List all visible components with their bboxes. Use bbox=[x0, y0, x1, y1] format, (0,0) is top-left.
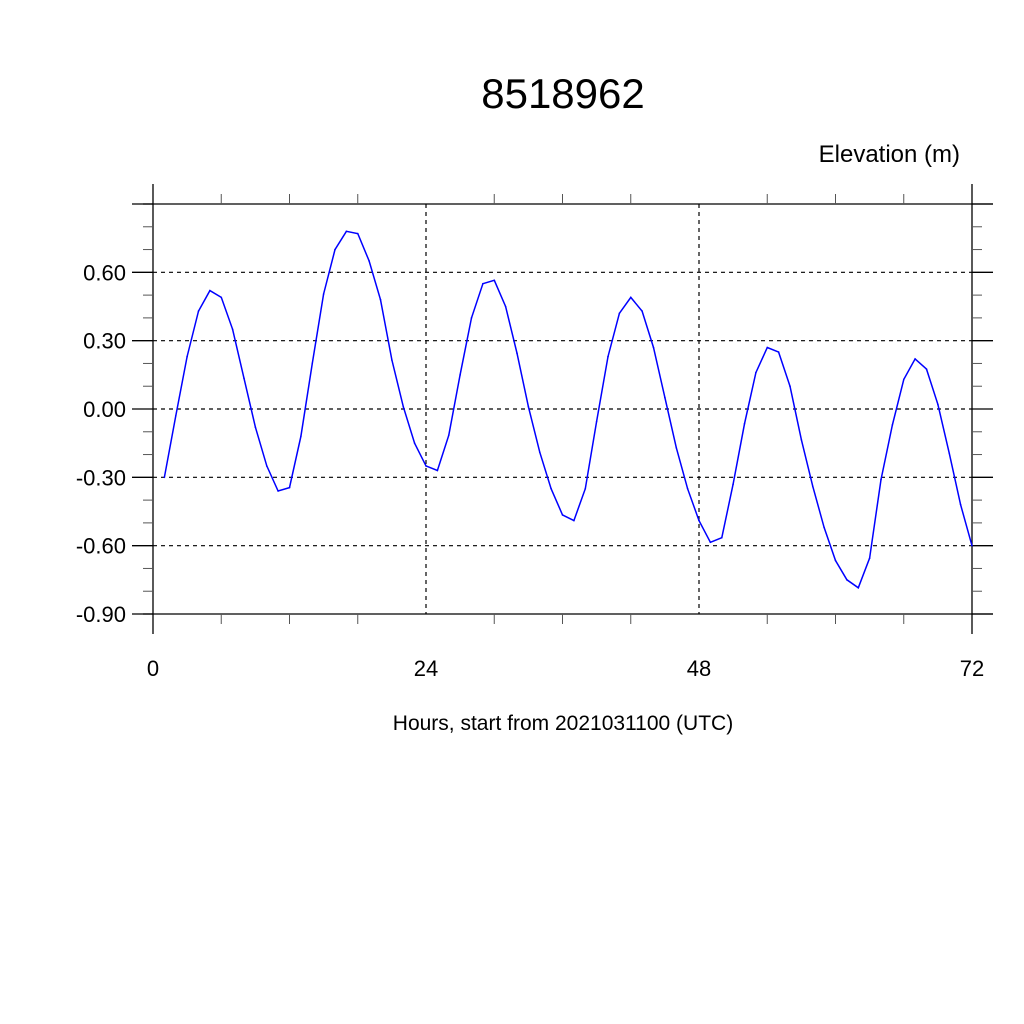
x-tick-label: 24 bbox=[414, 656, 438, 681]
data-point bbox=[902, 378, 905, 381]
data-point bbox=[402, 405, 405, 408]
data-point bbox=[470, 317, 473, 319]
y-tick-label: -0.90 bbox=[76, 602, 126, 627]
data-point bbox=[664, 396, 666, 399]
data-point bbox=[447, 434, 450, 436]
data-point bbox=[550, 487, 552, 490]
data-point bbox=[618, 312, 621, 315]
data-point bbox=[720, 536, 723, 539]
chart-subtitle: Elevation (m) bbox=[819, 141, 960, 168]
data-point bbox=[345, 230, 348, 233]
chart-title: 8518962 bbox=[481, 70, 645, 117]
data-point bbox=[686, 487, 689, 490]
data-point bbox=[629, 296, 632, 299]
y-tick-label: 0.30 bbox=[83, 329, 126, 354]
data-point bbox=[277, 490, 279, 492]
data-point bbox=[709, 541, 712, 544]
data-point bbox=[379, 298, 382, 301]
data-point bbox=[823, 526, 825, 529]
elevation-line bbox=[163, 230, 973, 589]
data-point bbox=[288, 486, 291, 489]
data-point bbox=[186, 355, 188, 358]
data-point bbox=[937, 403, 939, 406]
x-tick-label: 72 bbox=[960, 656, 984, 681]
x-tick-label: 48 bbox=[687, 656, 711, 681]
data-point bbox=[413, 442, 416, 444]
data-point bbox=[732, 483, 734, 485]
y-tick-label: -0.30 bbox=[76, 465, 126, 490]
data-point bbox=[834, 559, 837, 562]
data-point bbox=[163, 476, 166, 479]
grid bbox=[153, 204, 972, 614]
axes bbox=[132, 184, 993, 634]
data-point bbox=[584, 487, 587, 490]
data-point bbox=[538, 451, 541, 454]
data-point bbox=[777, 351, 780, 353]
data-point bbox=[436, 469, 439, 472]
data-point bbox=[459, 374, 461, 376]
data-point bbox=[322, 293, 325, 295]
data-point bbox=[948, 452, 951, 455]
data-point bbox=[368, 260, 370, 262]
data-point bbox=[607, 355, 609, 358]
data-point bbox=[641, 310, 643, 312]
data-point bbox=[334, 248, 336, 251]
data-point bbox=[595, 420, 598, 423]
y-tick-label: -0.60 bbox=[76, 534, 126, 559]
data-point bbox=[789, 385, 791, 388]
data-point bbox=[300, 435, 302, 438]
x-axis-label: Hours, start from 2021031100 (UTC) bbox=[393, 712, 733, 735]
data-point bbox=[766, 346, 769, 349]
data-point bbox=[356, 232, 359, 235]
x-tick-label: 0 bbox=[147, 656, 159, 681]
data-point bbox=[265, 465, 268, 467]
data-point bbox=[493, 279, 496, 282]
data-point bbox=[800, 438, 803, 441]
data-point bbox=[311, 362, 314, 365]
data-point bbox=[231, 328, 234, 331]
data-point bbox=[959, 503, 962, 506]
data-point bbox=[698, 519, 700, 522]
data-point bbox=[914, 358, 916, 360]
y-tick-label: 0.60 bbox=[83, 260, 126, 285]
data-point bbox=[857, 587, 860, 589]
data-point bbox=[675, 446, 678, 449]
data-point bbox=[504, 305, 507, 308]
data-point bbox=[174, 415, 177, 417]
data-point bbox=[811, 485, 814, 488]
data-point bbox=[868, 557, 871, 559]
data-point bbox=[220, 296, 223, 299]
data-point bbox=[743, 423, 746, 425]
data-point bbox=[425, 465, 427, 467]
y-tick-label: 0.00 bbox=[83, 397, 126, 422]
series bbox=[163, 230, 973, 589]
data-point bbox=[971, 544, 973, 547]
data-point bbox=[755, 371, 757, 374]
data-point bbox=[209, 289, 211, 292]
data-point bbox=[652, 346, 655, 349]
data-point bbox=[561, 514, 564, 516]
data-point bbox=[925, 368, 928, 370]
data-point bbox=[891, 424, 894, 426]
data-point bbox=[573, 519, 575, 522]
data-point bbox=[254, 426, 257, 429]
data-point bbox=[197, 310, 200, 312]
data-point bbox=[482, 282, 484, 285]
data-point bbox=[391, 359, 393, 361]
data-point bbox=[527, 405, 530, 408]
data-point bbox=[846, 579, 848, 581]
data-point bbox=[880, 478, 882, 481]
data-point bbox=[516, 352, 518, 354]
tick-labels: -0.90 -0.60 -0.30 0.00 0.30 0.60 0 24 48 72 bbox=[76, 260, 984, 681]
data-point bbox=[243, 377, 245, 380]
